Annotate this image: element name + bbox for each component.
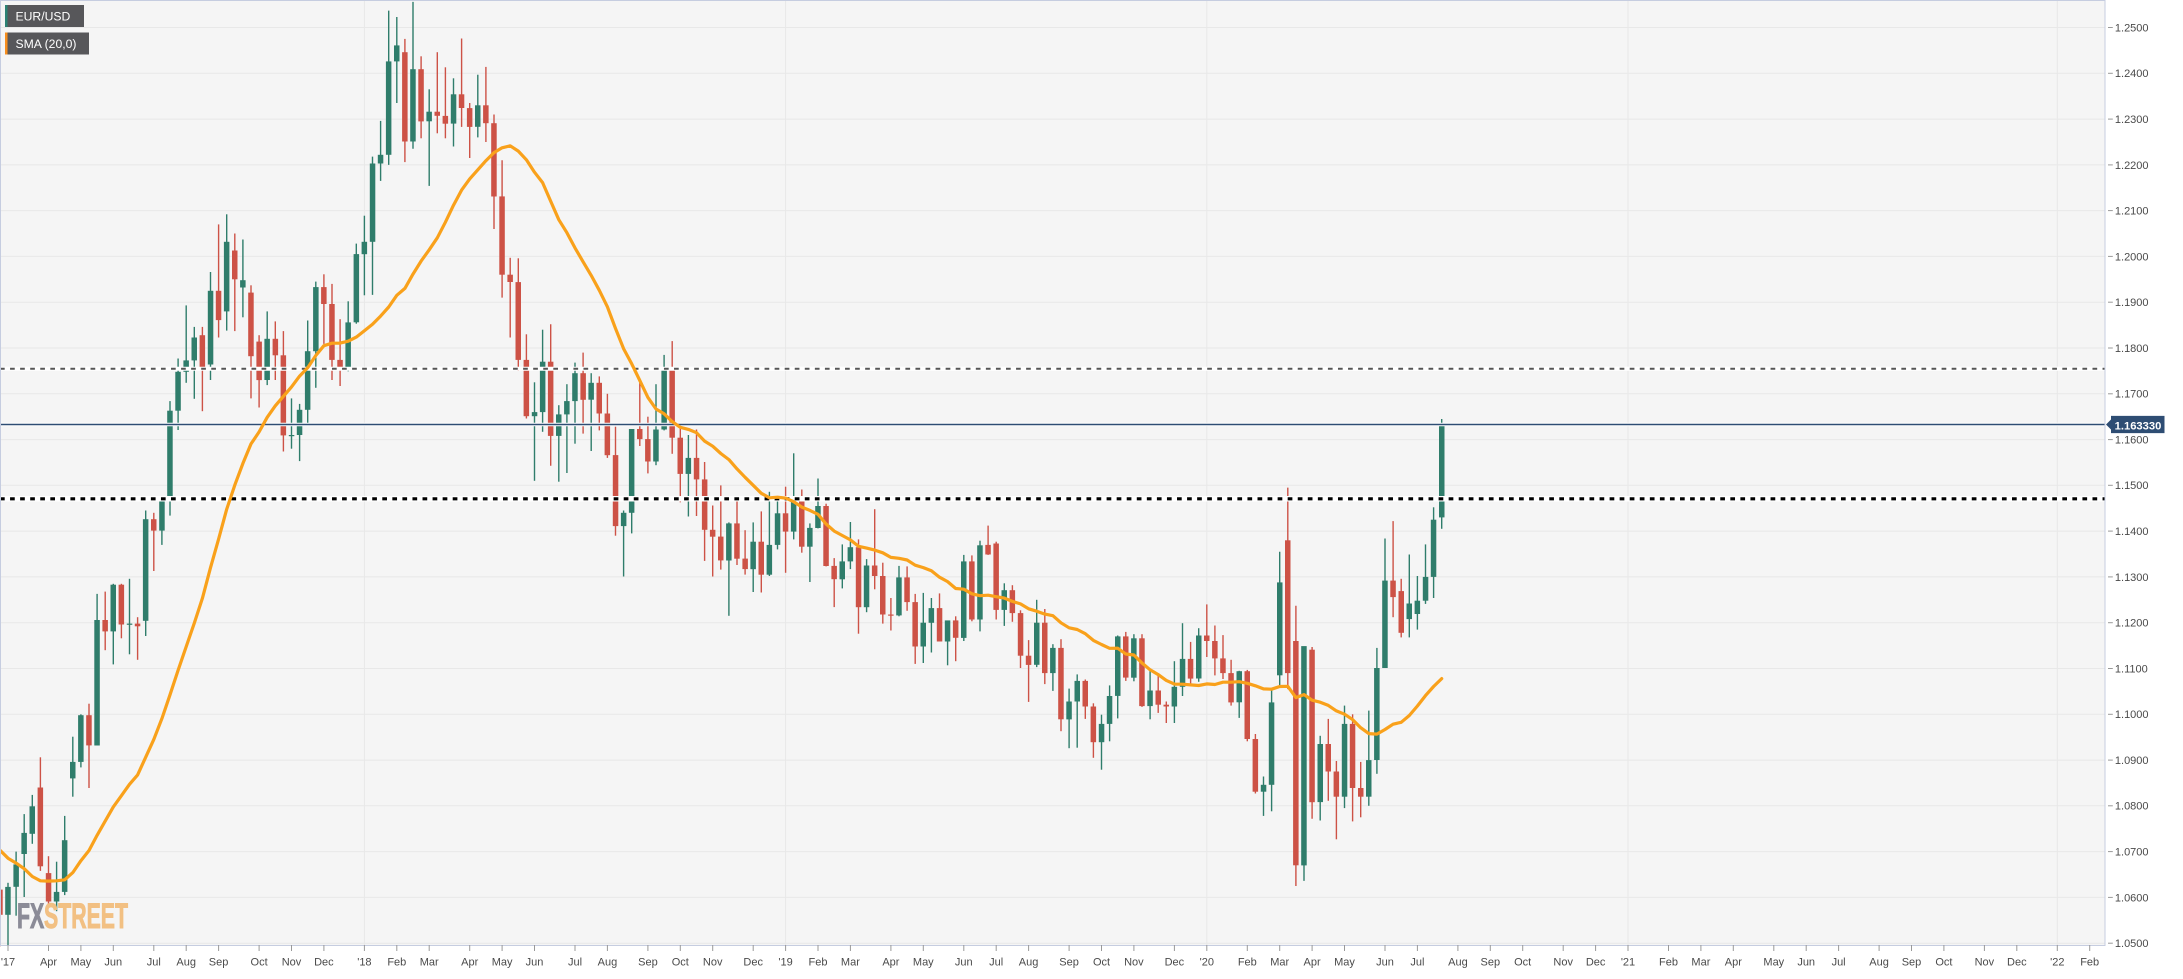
svg-text:Oct: Oct [672,956,689,968]
svg-text:Apr: Apr [882,956,899,968]
svg-text:1.0800: 1.0800 [2115,801,2149,813]
svg-text:Nov: Nov [282,956,302,968]
svg-text:Mar: Mar [1270,956,1289,968]
svg-text:Feb: Feb [387,956,406,968]
svg-text:1.1200: 1.1200 [2115,618,2149,630]
svg-text:Feb: Feb [2080,956,2099,968]
svg-text:Aug: Aug [1019,956,1039,968]
svg-text:Sep: Sep [1902,956,1922,968]
svg-text:'21: '21 [1621,956,1635,968]
svg-text:Dec: Dec [2007,956,2027,968]
svg-text:Apr: Apr [1725,956,1742,968]
svg-text:1.1500: 1.1500 [2115,480,2149,492]
svg-text:Jul: Jul [568,956,582,968]
svg-text:1.1700: 1.1700 [2115,389,2149,401]
svg-text:Sep: Sep [1481,956,1501,968]
svg-text:Sep: Sep [209,956,229,968]
svg-text:1.163330: 1.163330 [2115,420,2162,432]
svg-text:EUR/USD: EUR/USD [16,9,71,23]
svg-text:Jul: Jul [1832,956,1846,968]
svg-text:Aug: Aug [176,956,196,968]
svg-text:Mar: Mar [1691,956,1710,968]
svg-text:Oct: Oct [1093,956,1110,968]
svg-text:1.2100: 1.2100 [2115,206,2149,218]
svg-text:Nov: Nov [1124,956,1144,968]
svg-text:1.1600: 1.1600 [2115,435,2149,447]
svg-text:SMA (20,0): SMA (20,0) [16,37,77,51]
svg-text:Dec: Dec [1586,956,1606,968]
svg-text:1.0500: 1.0500 [2115,938,2149,950]
svg-text:Jun: Jun [955,956,973,968]
svg-text:Oct: Oct [1514,956,1531,968]
svg-text:Sep: Sep [638,956,658,968]
svg-text:Jun: Jun [1376,956,1394,968]
svg-text:1.0900: 1.0900 [2115,755,2149,767]
svg-text:Feb: Feb [1238,956,1257,968]
svg-text:May: May [71,956,92,968]
svg-text:May: May [913,956,934,968]
svg-text:'17: '17 [1,956,15,968]
svg-text:May: May [1763,956,1784,968]
svg-text:Nov: Nov [1975,956,1995,968]
svg-text:'22: '22 [2050,956,2064,968]
svg-text:Oct: Oct [1935,956,1952,968]
svg-text:Jul: Jul [1410,956,1424,968]
svg-text:1.0600: 1.0600 [2115,892,2149,904]
svg-text:Jun: Jun [1797,956,1815,968]
svg-text:Dec: Dec [743,956,763,968]
svg-text:Feb: Feb [809,956,828,968]
svg-text:FX: FX [17,898,45,937]
svg-text:1.2200: 1.2200 [2115,160,2149,172]
svg-text:1.1900: 1.1900 [2115,297,2149,309]
svg-text:1.1300: 1.1300 [2115,572,2149,584]
svg-text:Feb: Feb [1659,956,1678,968]
svg-text:Aug: Aug [1869,956,1889,968]
svg-text:Nov: Nov [1553,956,1573,968]
svg-text:1.2000: 1.2000 [2115,251,2149,263]
svg-text:Mar: Mar [420,956,439,968]
svg-text:1.2400: 1.2400 [2115,68,2149,80]
svg-text:1.1400: 1.1400 [2115,526,2149,538]
svg-text:1.0700: 1.0700 [2115,847,2149,859]
svg-text:STREET: STREET [44,898,128,937]
svg-text:Aug: Aug [598,956,618,968]
svg-text:1.1000: 1.1000 [2115,709,2149,721]
svg-text:May: May [1334,956,1355,968]
svg-text:Nov: Nov [703,956,723,968]
svg-text:Apr: Apr [1304,956,1321,968]
svg-text:Jun: Jun [104,956,122,968]
svg-text:May: May [492,956,513,968]
svg-text:1.2300: 1.2300 [2115,114,2149,126]
svg-text:Dec: Dec [314,956,334,968]
svg-text:Oct: Oct [251,956,268,968]
svg-text:Sep: Sep [1059,956,1079,968]
svg-text:1.1800: 1.1800 [2115,343,2149,355]
svg-text:Jul: Jul [147,956,161,968]
svg-text:Mar: Mar [841,956,860,968]
svg-text:Jul: Jul [989,956,1003,968]
svg-text:Dec: Dec [1165,956,1185,968]
svg-text:Aug: Aug [1448,956,1468,968]
svg-text:Apr: Apr [461,956,478,968]
svg-text:1.1100: 1.1100 [2115,663,2148,675]
svg-text:Jun: Jun [526,956,544,968]
svg-text:'20: '20 [1200,956,1214,968]
svg-text:Apr: Apr [40,956,57,968]
svg-text:'18: '18 [357,956,371,968]
svg-text:1.2500: 1.2500 [2115,22,2149,34]
svg-text:'19: '19 [778,956,792,968]
